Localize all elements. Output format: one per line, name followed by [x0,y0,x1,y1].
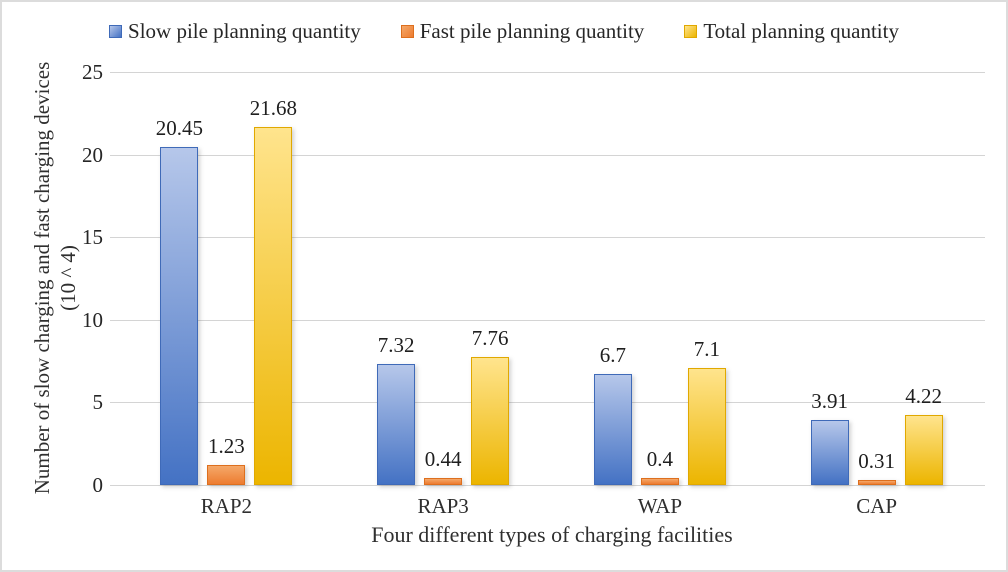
bar-value-label-cap-series-0: 3.91 [811,389,848,414]
x-category-label-cap: CAP [856,494,898,518]
bar-cap-series-0 [810,420,849,485]
bar-value-label-rap2-series-0: 20.45 [155,116,203,141]
legend-label-total: Total planning quantity [703,19,899,43]
bar-rap3-series-0 [377,364,416,485]
bar-wap-series-1 [640,478,679,485]
gridline-y-25 [110,72,985,73]
x-category-label-wap: WAP [637,494,683,518]
y-tick-label-15: 15 [82,225,103,250]
gridline-y-5 [110,402,985,404]
bar-rap3-series-2 [471,356,510,485]
bar-wap-series-0 [593,374,632,485]
bar-value-label-wap-series-0: 6.7 [599,343,626,368]
legend-label-slow-pile: Slow pile planning quantity [128,19,361,43]
y-tick-label-20: 20 [82,142,103,167]
bar-value-label-rap3-series-0: 7.32 [377,333,415,358]
plot-area: 20.45 1.23 21.68 7.32 0.44 7.76 6.7 0.4 7.1 3.91 0… [110,72,985,486]
bar-value-label-rap2-series-1: 1.23 [208,433,245,458]
y-axis-title: Number of slow charging and fast chargin… [29,28,83,528]
legend-marker-fast-pile-icon [400,25,414,38]
y-tick-label-10: 10 [82,307,103,332]
x-category-label-rap2: RAP2 [200,494,253,518]
legend-item-fast-pile: Fast pile planning quantity [400,19,645,44]
x-category-label-rap3: RAP3 [417,494,469,518]
legend-item-total: Total planning quantity [684,19,899,44]
y-tick-label-25: 25 [82,60,103,84]
bar-value-label-rap2-series-2: 21.68 [249,95,297,120]
legend-marker-total-icon [684,25,698,38]
bar-value-label-cap-series-2: 4.22 [905,384,942,409]
y-axis-title-text: Number of slow charging and fast chargin… [30,61,54,495]
bar-value-label-rap3-series-2: 7.76 [471,325,509,350]
y-tick-label-5: 5 [92,390,104,415]
gridline-y-10 [110,319,985,321]
bar-wap-series-2 [687,367,726,485]
bar-value-label-wap-series-2: 7.1 [693,336,720,361]
gridline-y-15 [110,237,985,239]
y-tick-label-0: 0 [92,473,104,497]
legend-marker-slow-pile-icon [109,25,123,38]
chart-legend: Slow pile planning quantity Fast pile pl… [2,19,1006,44]
bar-cap-series-1 [857,479,896,485]
bar-value-label-cap-series-1: 0.31 [858,448,895,473]
gridline-y-20 [110,154,985,156]
bar-rap2-series-0 [160,147,199,485]
bar-rap2-series-2 [254,126,293,485]
y-axis-title-unit: (10 ^ 4) [56,245,80,311]
bar-rap3-series-1 [424,477,463,485]
bar-value-label-wap-series-1: 0.4 [646,447,673,472]
legend-label-fast-pile: Fast pile planning quantity [419,19,645,43]
bar-value-label-rap3-series-1: 0.44 [424,446,462,471]
legend-item-slow-pile: Slow pile planning quantity [109,19,361,44]
bar-cap-series-2 [904,415,943,485]
gridline-y-0 [110,485,985,486]
x-axis-title: Four different types of charging facilit… [371,522,733,547]
bar-rap2-series-1 [207,464,246,485]
